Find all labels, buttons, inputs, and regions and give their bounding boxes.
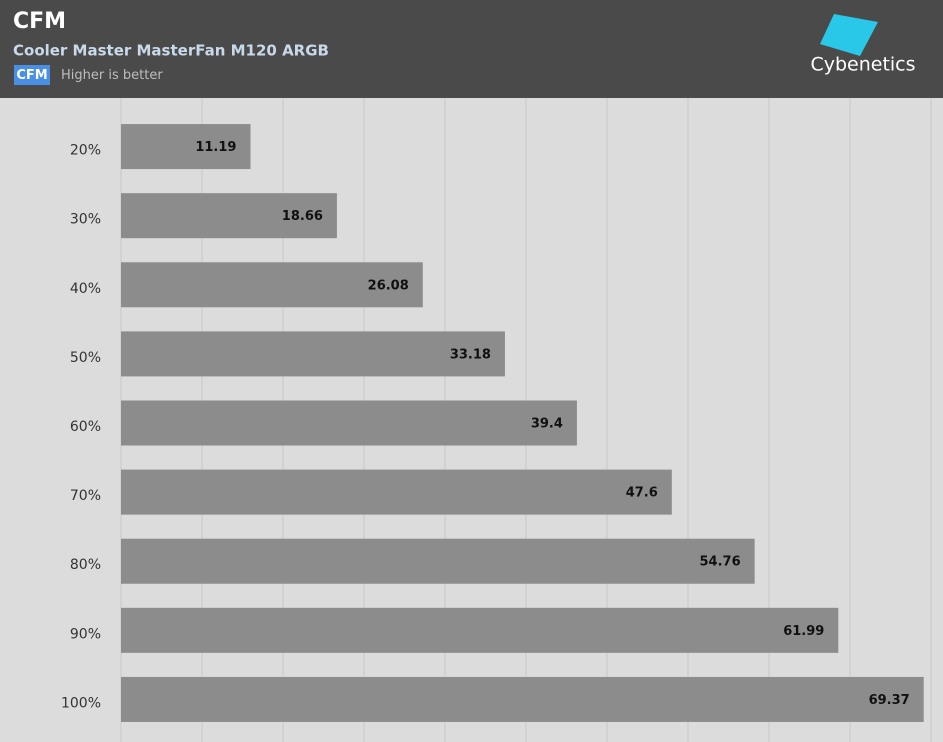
bar — [121, 331, 505, 377]
bar — [121, 607, 839, 653]
bar — [121, 193, 337, 239]
y-tick-label: 80% — [70, 557, 101, 573]
value-label: 18.66 — [282, 209, 323, 224]
bar — [121, 124, 251, 170]
y-tick-label: 30% — [70, 212, 101, 228]
chart-title: CFM — [13, 9, 66, 34]
value-label: 54.76 — [700, 555, 741, 570]
chart-subtitle: Cooler Master MasterFan M120 ARGB — [13, 42, 329, 60]
y-tick-label: 50% — [70, 350, 101, 366]
legend-badge-bg — [14, 65, 50, 85]
value-label: 47.6 — [626, 486, 658, 501]
bar — [121, 676, 924, 722]
value-label: 61.99 — [783, 624, 824, 639]
y-tick-label: 40% — [70, 281, 101, 297]
y-tick-label: 20% — [70, 143, 101, 159]
bar — [121, 262, 423, 308]
y-tick-label: 60% — [70, 419, 101, 435]
header — [0, 0, 943, 98]
value-label: 39.4 — [531, 417, 563, 432]
y-tick-label: 70% — [70, 488, 101, 504]
value-label: 33.18 — [450, 347, 491, 362]
legend-badge: CFM — [16, 68, 47, 83]
legend-note: Higher is better — [61, 68, 163, 83]
value-label: 26.08 — [368, 278, 409, 293]
bar — [121, 469, 672, 515]
logo-mark — [820, 14, 878, 56]
y-tick-label: 100% — [61, 695, 101, 711]
bar — [121, 400, 577, 446]
bar — [121, 538, 755, 584]
y-tick-label: 90% — [70, 626, 101, 642]
logo-text: Cybenetics — [810, 54, 915, 76]
value-label: 69.37 — [869, 693, 910, 708]
value-label: 11.19 — [195, 140, 236, 155]
